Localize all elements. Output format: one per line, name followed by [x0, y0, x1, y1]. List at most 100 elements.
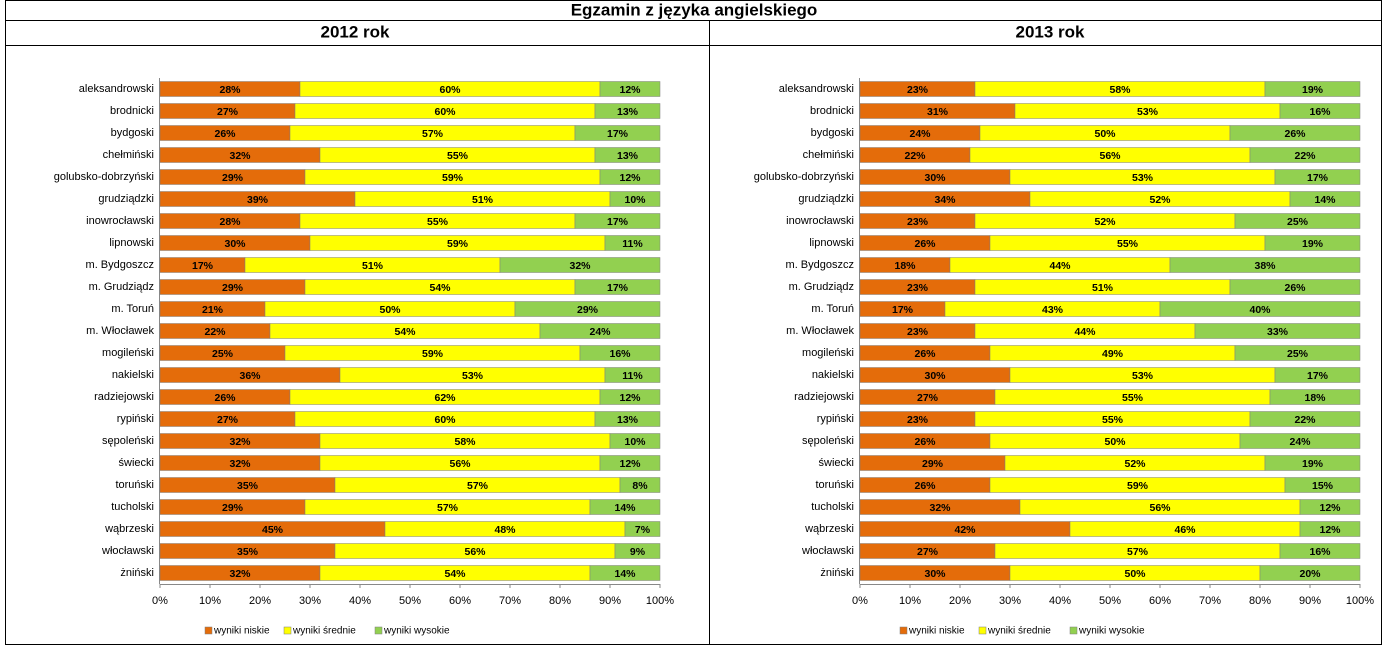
value-label: 31%: [927, 106, 949, 118]
value-label: 22%: [204, 326, 226, 338]
value-label: 35%: [237, 480, 259, 492]
value-label: 25%: [1287, 348, 1309, 360]
value-label: 60%: [439, 84, 461, 96]
bar-segment: [604, 367, 661, 383]
value-label: 28%: [219, 84, 241, 96]
value-label: 50%: [1104, 436, 1126, 448]
value-label: 27%: [217, 106, 239, 118]
value-label: 60%: [434, 106, 456, 118]
value-label: 17%: [192, 260, 214, 272]
legend-swatch: [204, 626, 213, 635]
y-tick-label: żniński: [120, 567, 154, 579]
value-label: 58%: [454, 436, 476, 448]
value-label: 26%: [914, 348, 936, 360]
value-label: 8%: [632, 480, 648, 492]
bar-segment: [624, 521, 661, 537]
y-tick-label: chełmiński: [803, 149, 854, 161]
bar-segment: [539, 323, 661, 339]
bar-segment: [1269, 389, 1361, 405]
value-label: 32%: [229, 150, 251, 162]
bar-segment: [1274, 169, 1361, 185]
chart-title: 2013 rok: [1016, 22, 1086, 41]
y-tick-label: golubsko-dobrzyński: [54, 171, 154, 183]
y-tick-label: m. Toruń: [811, 303, 854, 315]
bar-segment: [609, 191, 661, 207]
value-label: 14%: [1314, 194, 1336, 206]
bar-segment: [499, 257, 661, 273]
value-label: 59%: [442, 172, 464, 184]
y-tick-label: lipnowski: [809, 237, 854, 249]
value-label: 29%: [222, 282, 244, 294]
bar-segment: [574, 279, 661, 295]
value-label: 55%: [447, 150, 469, 162]
value-label: 42%: [954, 524, 976, 536]
y-tick-label: inowrocławski: [86, 215, 154, 227]
y-tick-label: rypiński: [817, 413, 854, 425]
value-label: 57%: [467, 480, 489, 492]
value-label: 12%: [619, 172, 641, 184]
legend-label: wyniki niskie: [213, 626, 270, 637]
value-label: 56%: [1099, 150, 1121, 162]
value-label: 29%: [222, 502, 244, 514]
value-label: 28%: [219, 216, 241, 228]
value-label: 24%: [589, 326, 611, 338]
value-label: 26%: [914, 436, 936, 448]
y-tick-label: wąbrzeski: [804, 523, 854, 535]
x-tick-label: 100%: [646, 595, 674, 607]
y-tick-label: bydgoski: [111, 127, 154, 139]
value-label: 12%: [619, 458, 641, 470]
page-title: Egzamin z języka angielskiego: [571, 0, 818, 19]
y-tick-label: golubsko-dobrzyński: [754, 171, 854, 183]
x-tick-label: 50%: [399, 595, 421, 607]
value-label: 60%: [434, 414, 456, 426]
y-tick-label: żniński: [820, 567, 854, 579]
bar-segment: [609, 433, 661, 449]
value-label: 25%: [1287, 216, 1309, 228]
value-label: 27%: [917, 546, 939, 558]
value-label: 24%: [1289, 436, 1311, 448]
legend-label: wyniki średnie: [292, 626, 356, 637]
value-label: 40%: [1249, 304, 1271, 316]
bar-segment: [1159, 301, 1361, 317]
value-label: 26%: [914, 480, 936, 492]
value-label: 13%: [617, 414, 639, 426]
y-tick-label: aleksandrowski: [779, 83, 854, 95]
value-label: 10%: [624, 436, 646, 448]
value-label: 13%: [617, 150, 639, 162]
value-label: 17%: [1307, 370, 1329, 382]
bar-segment: [1264, 235, 1361, 251]
value-label: 10%: [624, 194, 646, 206]
bar-segment: [1264, 81, 1361, 97]
y-tick-label: m. Toruń: [111, 303, 154, 315]
y-tick-label: grudziądzki: [98, 193, 154, 205]
x-tick-label: 20%: [949, 595, 971, 607]
bar-segment: [599, 169, 661, 185]
bar-segment: [594, 147, 661, 163]
value-label: 52%: [1124, 458, 1146, 470]
value-label: 11%: [622, 370, 643, 382]
y-tick-label: mogileński: [102, 347, 154, 359]
value-label: 26%: [1284, 282, 1306, 294]
value-label: 53%: [1137, 106, 1159, 118]
value-label: 50%: [379, 304, 401, 316]
value-label: 23%: [907, 282, 929, 294]
value-label: 51%: [362, 260, 384, 272]
y-tick-label: m. Włocławek: [786, 325, 854, 337]
y-tick-label: mogileński: [802, 347, 854, 359]
legend-swatch: [899, 626, 908, 635]
value-label: 59%: [422, 348, 444, 360]
y-tick-label: świecki: [819, 457, 854, 469]
y-tick-label: lipnowski: [109, 237, 154, 249]
value-label: 17%: [607, 128, 629, 140]
y-tick-label: m. Bydgoszcz: [86, 259, 154, 271]
value-label: 25%: [212, 348, 234, 360]
value-label: 59%: [1127, 480, 1149, 492]
value-label: 19%: [1302, 458, 1324, 470]
value-label: 16%: [1309, 106, 1331, 118]
value-label: 23%: [907, 216, 929, 228]
value-label: 54%: [444, 568, 466, 580]
legend-label: wyniki wysokie: [1078, 626, 1145, 637]
y-tick-label: m. Grudziądz: [89, 281, 154, 293]
y-tick-label: włocławski: [801, 545, 854, 557]
